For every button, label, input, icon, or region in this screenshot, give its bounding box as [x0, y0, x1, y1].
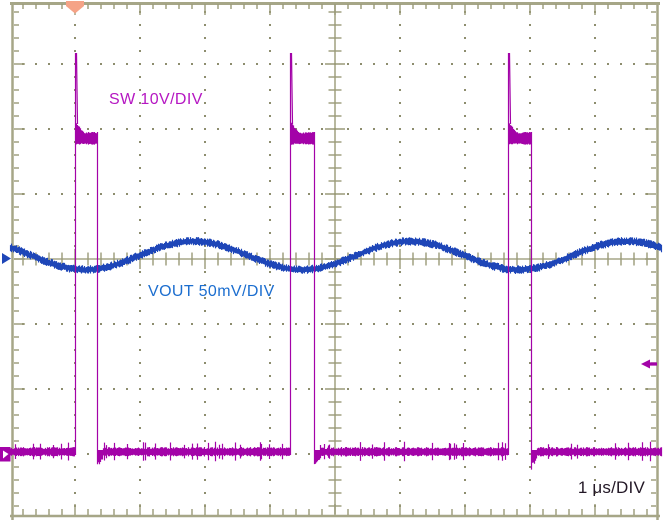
trigger-position-marker [66, 1, 84, 14]
grid-edge-rulers [10, 2, 660, 520]
vout-channel-label: VOUT 50mV/DIV [148, 283, 275, 300]
vout-position-marker [2, 253, 11, 264]
trigger-level-marker [641, 359, 657, 369]
timebase-label: 1 μs/DIV [577, 478, 645, 497]
vout-trace [9, 237, 663, 274]
sw-channel-label: SW 10V/DIV [109, 91, 203, 108]
sw-position-marker [0, 447, 11, 462]
